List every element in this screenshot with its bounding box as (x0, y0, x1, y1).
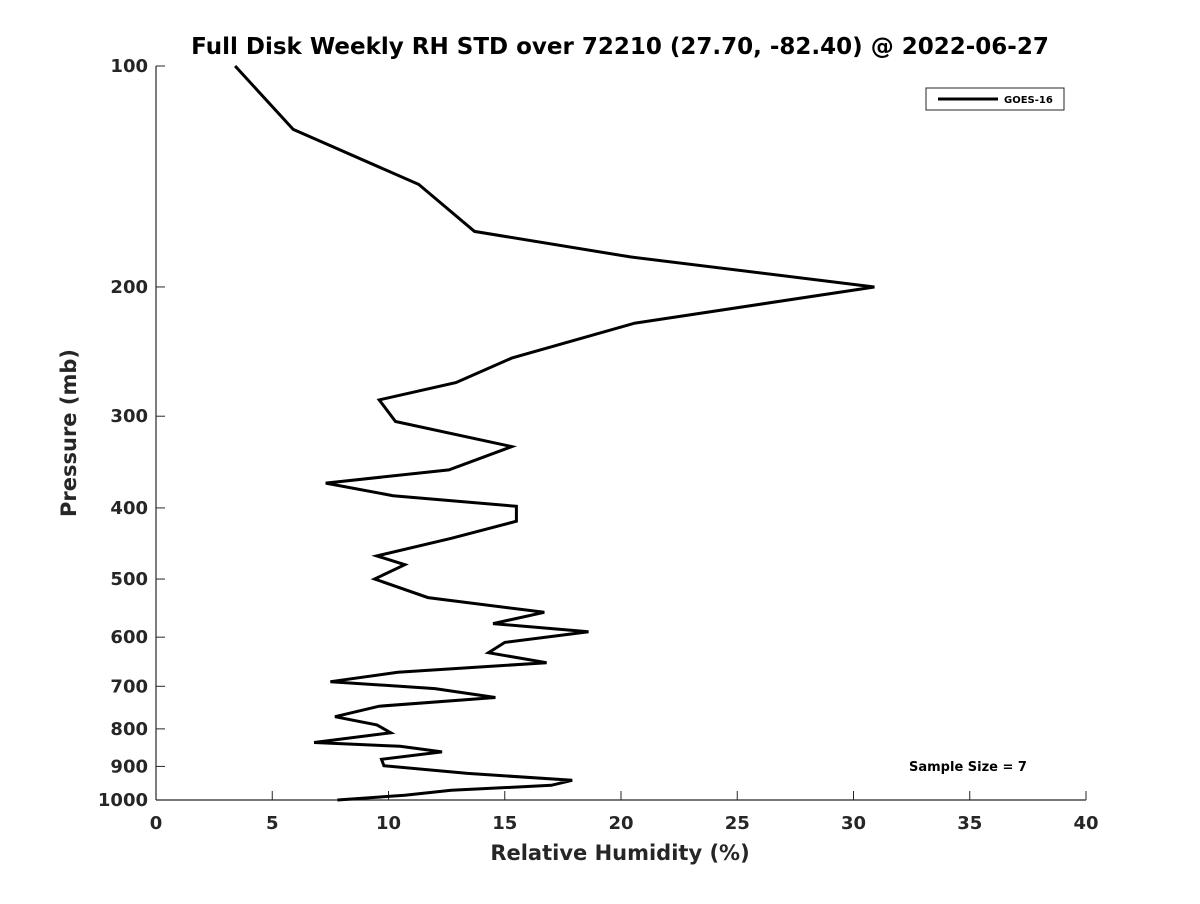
y-tick-label: 300 (110, 406, 148, 427)
y-tick-label: 700 (110, 676, 148, 697)
x-axis-label: Relative Humidity (%) (490, 841, 749, 865)
x-tick-label: 15 (492, 813, 517, 834)
legend: GOES-16 (925, 87, 1065, 111)
legend-label-goes16: GOES-16 (1004, 95, 1053, 106)
y-tick-label: 100 (110, 56, 148, 77)
y-tick-label: 500 (110, 569, 148, 590)
y-axis-ticks: 100 200 300 400 500 600 700 800 900 1000 (98, 56, 165, 811)
x-tick-label: 10 (376, 813, 401, 834)
y-tick-label: 600 (110, 627, 148, 648)
x-tick-label: 30 (841, 813, 866, 834)
series-lines (233, 64, 875, 802)
y-tick-label: 800 (110, 719, 148, 740)
x-tick-label: 25 (725, 813, 750, 834)
x-tick-label: 20 (608, 813, 633, 834)
chart-title: Full Disk Weekly RH STD over 72210 (27.7… (191, 34, 1049, 60)
y-axis-label: Pressure (mb) (57, 349, 81, 517)
sample-size-annotation: Sample Size = 7 (909, 760, 1027, 775)
x-tick-label: 0 (150, 813, 163, 834)
plot-area (156, 66, 1086, 800)
x-tick-label: 5 (266, 813, 279, 834)
y-tick-label: 1000 (98, 790, 148, 811)
x-tick-label: 40 (1073, 813, 1098, 834)
y-tick-label: 900 (110, 756, 148, 777)
y-tick-label: 200 (110, 277, 148, 298)
series-line-goes16 (233, 64, 875, 802)
x-axis-ticks: 0 5 10 15 20 25 30 35 40 (150, 791, 1099, 834)
y-tick-label: 400 (110, 498, 148, 519)
x-tick-label: 35 (957, 813, 982, 834)
